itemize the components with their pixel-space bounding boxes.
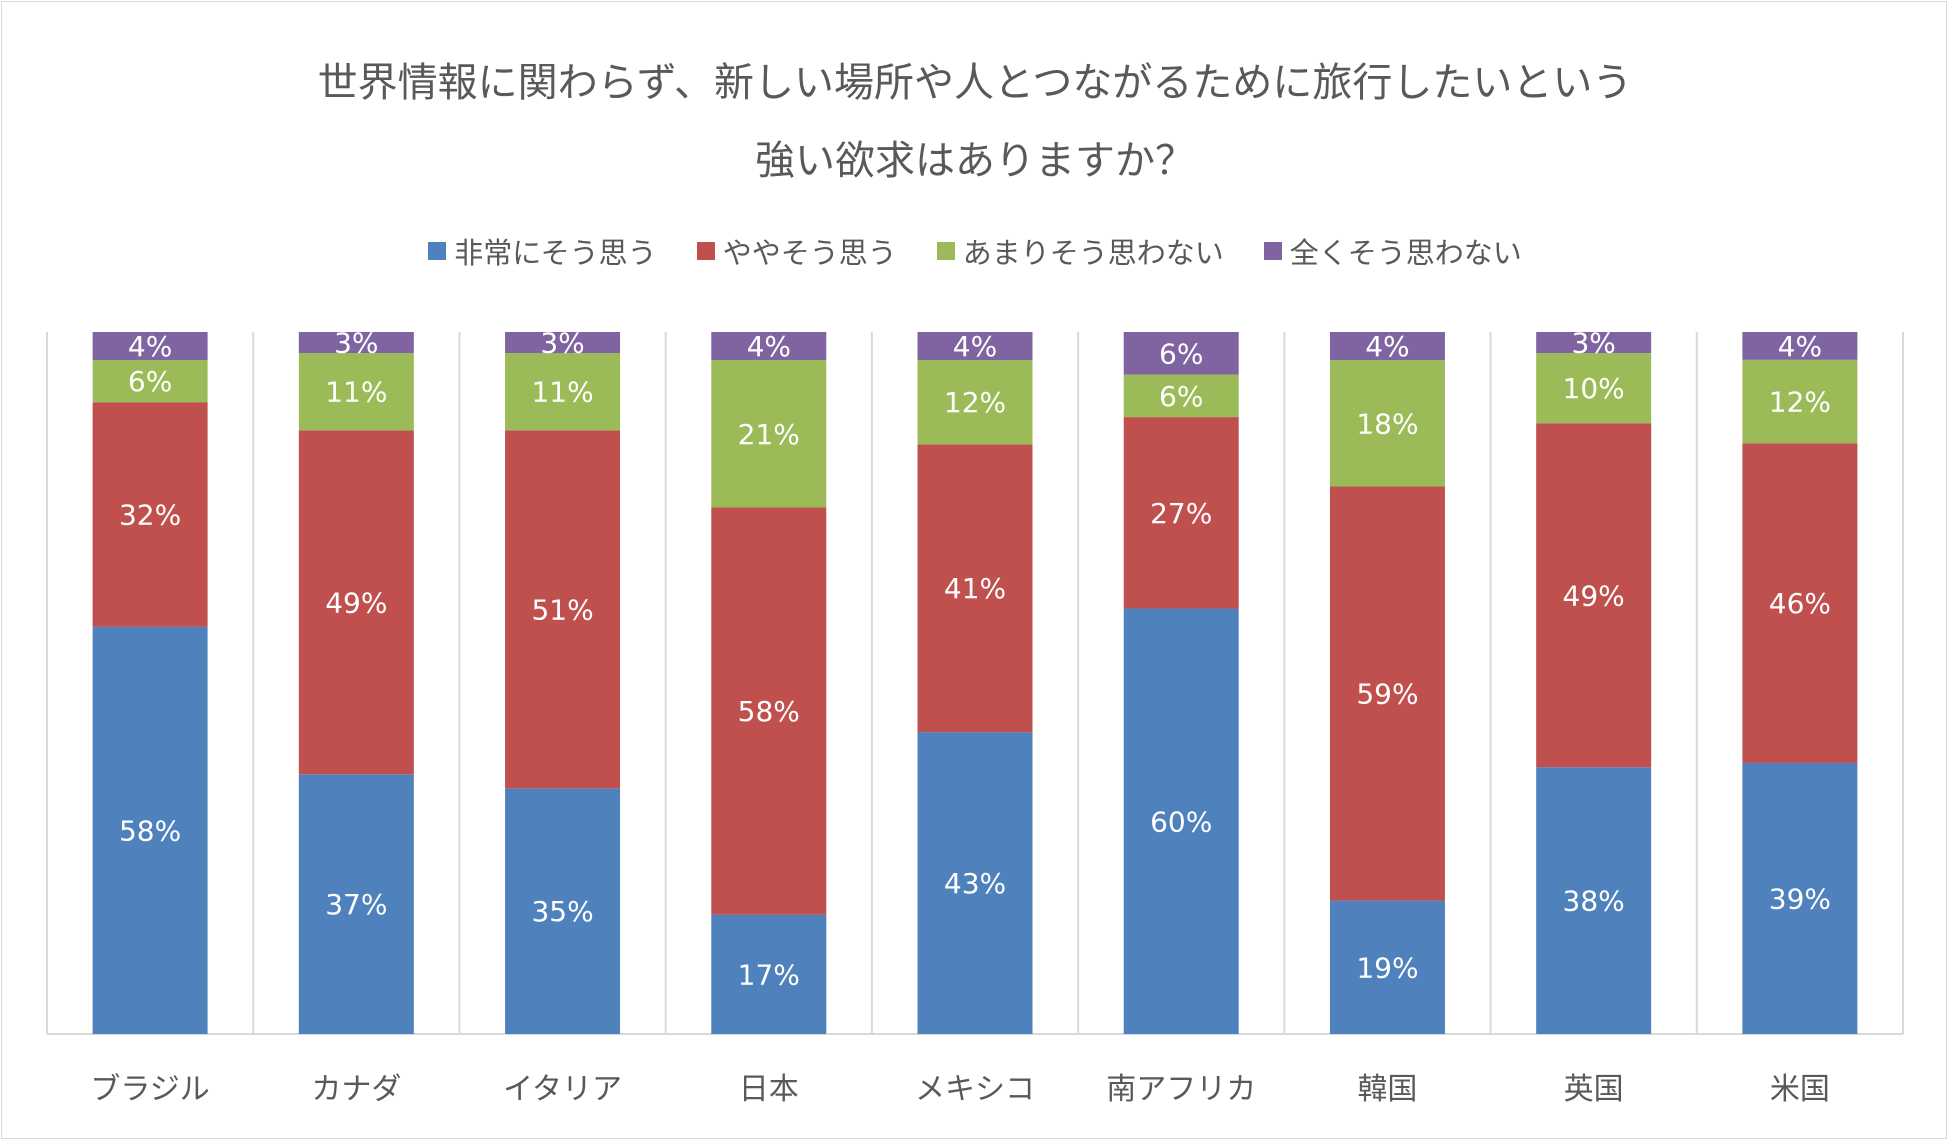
category-label: 米国 bbox=[1770, 1072, 1830, 1107]
legend-item: あまりそう思わない bbox=[936, 230, 1224, 272]
bar-segment bbox=[505, 788, 621, 1034]
category-label: 英国 bbox=[1564, 1072, 1624, 1107]
data-label: 35% bbox=[531, 895, 593, 928]
bar-segment bbox=[298, 774, 414, 1034]
legend-item: 全くそう思わない bbox=[1263, 230, 1522, 272]
bar-segment bbox=[1329, 900, 1445, 1034]
data-label: 4% bbox=[747, 330, 791, 363]
bar-segment bbox=[505, 353, 621, 431]
bar-segment bbox=[1742, 762, 1858, 1034]
bar-segment bbox=[1742, 443, 1858, 763]
bar-segment bbox=[711, 360, 827, 508]
bar-segment bbox=[1536, 332, 1652, 354]
bar-segment bbox=[711, 914, 827, 1034]
data-label: 11% bbox=[325, 376, 387, 409]
bar-segment bbox=[917, 732, 1033, 1034]
bar-segment bbox=[92, 360, 208, 403]
bar-segment bbox=[505, 332, 621, 354]
data-label: 58% bbox=[119, 814, 181, 847]
data-label: 39% bbox=[1769, 882, 1831, 915]
legend-swatch bbox=[696, 242, 715, 260]
category-label: 韓国 bbox=[1357, 1072, 1417, 1107]
data-label: 17% bbox=[738, 958, 800, 991]
data-label: 10% bbox=[1563, 372, 1625, 405]
legend-swatch bbox=[1263, 242, 1282, 260]
bar-segment bbox=[1123, 332, 1239, 375]
bar-segment bbox=[1123, 374, 1239, 418]
bar-segment bbox=[1742, 332, 1858, 360]
legend-label: ややそう思う bbox=[722, 236, 897, 270]
data-label: 58% bbox=[738, 695, 800, 728]
category-label: ブラジル bbox=[90, 1072, 209, 1107]
data-label: 60% bbox=[1150, 805, 1212, 838]
legend: 非常にそう思う ややそう思う あまりそう思わない 全くそう思わない bbox=[0, 230, 1950, 272]
data-label: 19% bbox=[1356, 951, 1418, 984]
data-label: 4% bbox=[1365, 330, 1409, 363]
bar-segment bbox=[917, 444, 1033, 733]
bar-segment bbox=[298, 353, 414, 431]
data-label: 41% bbox=[944, 572, 1006, 605]
legend-swatch bbox=[428, 242, 447, 260]
bar-segment bbox=[1329, 332, 1445, 361]
bar-segment bbox=[92, 402, 208, 627]
data-label: 6% bbox=[128, 365, 172, 398]
bar-segment bbox=[1123, 417, 1239, 609]
legend-item: ややそう思う bbox=[696, 230, 897, 272]
category-label: 日本 bbox=[739, 1072, 799, 1107]
bar-segment bbox=[505, 430, 621, 789]
data-label: 51% bbox=[531, 593, 593, 626]
bar-segment bbox=[711, 332, 827, 361]
bar-segment bbox=[1329, 486, 1445, 901]
data-label: 12% bbox=[944, 386, 1006, 419]
data-label: 49% bbox=[325, 586, 387, 619]
data-label: 27% bbox=[1150, 497, 1212, 530]
legend-label: あまりそう思わない bbox=[962, 236, 1224, 270]
bar-segment bbox=[711, 507, 827, 915]
category-label: メキシコ bbox=[915, 1072, 1035, 1107]
bar-segment bbox=[1742, 359, 1858, 444]
bar-segment bbox=[917, 360, 1033, 445]
chart-title-line-2: 強い欲求はありますか？ bbox=[755, 138, 1195, 184]
bar-segment bbox=[298, 430, 414, 775]
data-label: 6% bbox=[1159, 380, 1203, 413]
bar-segment bbox=[917, 332, 1033, 361]
data-label: 6% bbox=[1159, 337, 1203, 370]
data-label: 4% bbox=[953, 330, 997, 363]
category-label: イタリア bbox=[503, 1072, 622, 1107]
category-label: カナダ bbox=[311, 1072, 401, 1107]
data-label: 37% bbox=[325, 888, 387, 921]
bar-segment bbox=[1536, 353, 1652, 424]
data-label: 11% bbox=[531, 376, 593, 409]
data-label: 46% bbox=[1769, 587, 1831, 620]
data-label: 49% bbox=[1563, 579, 1625, 612]
bar-segment bbox=[92, 332, 208, 361]
data-label: 32% bbox=[119, 499, 181, 532]
bar-segment bbox=[298, 332, 414, 354]
data-label: 3% bbox=[540, 327, 584, 360]
data-label: 3% bbox=[334, 327, 378, 360]
data-label: 38% bbox=[1563, 885, 1625, 918]
bar-segment bbox=[1536, 767, 1652, 1034]
bar-segment bbox=[92, 626, 208, 1034]
legend-label: 全くそう思わない bbox=[1289, 236, 1522, 270]
data-label: 18% bbox=[1356, 407, 1418, 440]
data-label: 4% bbox=[1778, 330, 1822, 363]
data-label: 21% bbox=[738, 418, 800, 451]
category-label: 南アフリカ bbox=[1106, 1072, 1256, 1107]
bar-segment bbox=[1123, 608, 1239, 1034]
data-label: 59% bbox=[1356, 678, 1418, 711]
data-label: 4% bbox=[128, 330, 172, 363]
data-label: 43% bbox=[944, 867, 1006, 900]
legend-swatch bbox=[936, 242, 955, 260]
chart-title-line-1: 世界情報に関わらず、新しい場所や人とつながるために旅行したいという bbox=[317, 60, 1633, 106]
data-label: 3% bbox=[1571, 327, 1615, 360]
legend-label: 非常にそう思う bbox=[454, 236, 657, 270]
data-label: 12% bbox=[1769, 386, 1831, 419]
legend-item: 非常にそう思う bbox=[428, 230, 657, 272]
bar-segment bbox=[1536, 423, 1652, 768]
bar-segment bbox=[1329, 360, 1445, 487]
